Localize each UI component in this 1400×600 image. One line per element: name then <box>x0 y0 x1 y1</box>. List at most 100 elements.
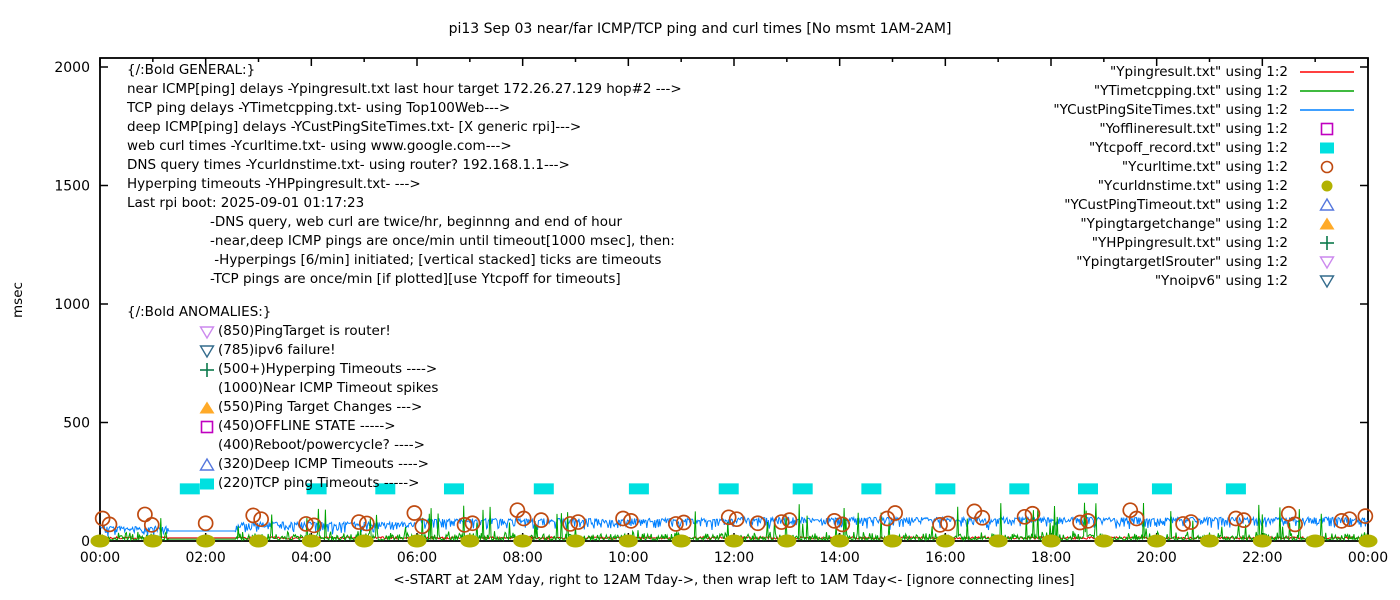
curl-time-point <box>562 516 579 532</box>
curl-time-point <box>1080 513 1096 529</box>
tcp-timeout-mark <box>935 483 956 495</box>
anomaly-text: (550)Ping Target Changes ---> <box>218 399 423 415</box>
curl-time-point <box>253 511 269 528</box>
tcp-timeout-mark <box>533 483 554 495</box>
curl-time-point <box>1016 508 1033 525</box>
dns-time-point <box>1305 534 1325 548</box>
dns-time-point <box>724 534 744 548</box>
triangle-up-filled-icon <box>199 401 215 413</box>
curl-time-point <box>1128 510 1145 527</box>
curl-time-point <box>879 510 896 527</box>
triangle-down-open-icon <box>1319 274 1335 288</box>
dns-time-point <box>1200 534 1219 548</box>
curl-time-point <box>414 518 431 535</box>
y-tick-label: 500 <box>63 416 90 432</box>
anomaly-text: (400)Reboot/powercycle? ----> <box>218 437 425 453</box>
tcp-timeout-mark <box>179 483 200 495</box>
x-tick-label: 08:00 <box>502 550 542 566</box>
dns-time-point <box>1147 534 1167 548</box>
x-tick-label: 02:00 <box>185 550 225 566</box>
curl-time-point <box>623 513 639 529</box>
x-tick-label: 20:00 <box>1136 550 1176 566</box>
tcp-timeout-mark <box>1077 483 1098 495</box>
plus-icon <box>1320 235 1334 250</box>
curl-time-point <box>615 510 631 527</box>
curl-time-point <box>781 512 798 528</box>
circle-open-icon <box>1320 160 1334 173</box>
dns-time-point <box>1358 534 1378 548</box>
curl-time-point <box>1175 516 1191 532</box>
general-line: Hyperping timeouts -YHPpingresult.txt- -… <box>127 176 421 192</box>
x-tick-label: 22:00 <box>1242 550 1282 566</box>
dns-time-point <box>566 534 585 548</box>
dns-time-point <box>935 534 955 548</box>
legend-entry: "Ycurltime.txt" using 1:2 <box>1053 157 1356 176</box>
tcp-timeout-mark <box>1225 483 1246 495</box>
legend-label: "Ytcpoff_record.txt" using 1:2 <box>1088 139 1288 156</box>
triangle-up-open-icon <box>199 457 215 471</box>
legend-label: "YTimetcpping.txt" using 1:2 <box>1093 82 1288 99</box>
x-tick-label: 12:00 <box>714 550 754 566</box>
curl-time-point <box>1357 508 1374 524</box>
legend-entry: "Ypingtargetchange" using 1:2 <box>1053 214 1356 233</box>
curl-time-point <box>749 515 766 532</box>
x-axis-label: <-START at 2AM Yday, right to 12AM Tday-… <box>393 572 1074 588</box>
curl-time-point <box>197 515 214 532</box>
curl-time-point <box>1333 513 1350 529</box>
anomaly-spacer <box>199 438 215 454</box>
tcp-timeout-mark <box>718 483 739 495</box>
chart-title: pi13 Sep 03 near/far ICMP/TCP ping and c… <box>449 21 952 37</box>
curl-time-point <box>306 517 322 534</box>
legend-label: "Yofflineresult.txt" using 1:2 <box>1099 120 1288 137</box>
triangle-up-filled-icon <box>1319 217 1335 229</box>
x-tick-label: 10:00 <box>608 550 648 566</box>
square-open-icon <box>1320 122 1334 135</box>
dns-time-point <box>354 534 374 548</box>
anomaly-row: (550)Ping Target Changes ---> <box>199 398 438 417</box>
anomaly-row: (785)ipv6 failure! <box>199 341 438 360</box>
tcp-timeout-mark <box>792 483 813 495</box>
triangle-up-open-icon <box>1319 197 1335 211</box>
curl-time-point <box>826 513 843 529</box>
square-filled-icon <box>1320 142 1334 153</box>
legend-label: "YCustPingTimeout.txt" using 1:2 <box>1064 196 1288 213</box>
legend-label: "YCustPingSiteTimes.txt" using 1:2 <box>1053 101 1288 118</box>
curl-time-point <box>351 514 367 530</box>
tcp-timeout-mark <box>375 483 396 495</box>
anomaly-row: (220)TCP ping Timeouts -----> <box>199 474 438 493</box>
curl-time-point <box>728 511 745 528</box>
dns-time-point <box>407 534 427 548</box>
curl-time-point <box>834 516 851 533</box>
x-tick-label: 16:00 <box>925 550 965 566</box>
series-line-YCustPingSiteTimes.txt <box>99 515 1369 537</box>
curl-time-point <box>1228 510 1244 527</box>
dns-time-point <box>883 534 902 548</box>
curl-time-point <box>773 514 790 530</box>
general-line: Last rpi boot: 2025-09-01 01:17:23 <box>127 195 365 211</box>
curl-time-point <box>464 515 481 532</box>
line-icon <box>1300 89 1354 92</box>
triangle-down-open-icon <box>199 344 215 358</box>
curl-time-point <box>668 516 684 532</box>
legend: "Ypingresult.txt" using 1:2 "YTimetcpping… <box>1053 62 1356 290</box>
anomaly-spacer <box>199 381 215 397</box>
legend-label: "YHPpingresult.txt" using 1:2 <box>1091 234 1288 251</box>
legend-label: "Ycurldnstime.txt" using 1:2 <box>1097 177 1288 194</box>
legend-entry: "Ynoipv6" using 1:2 <box>1053 271 1356 290</box>
anomaly-row: (500+)Hyperping Timeouts ----> <box>199 360 438 379</box>
legend-entry: "Ytcpoff_record.txt" using 1:2 <box>1053 138 1356 157</box>
legend-entry: "YCustPingTimeout.txt" using 1:2 <box>1053 195 1356 214</box>
legend-label: "YpingtargetISrouter" using 1:2 <box>1076 253 1288 270</box>
dns-time-point <box>988 534 1008 548</box>
dns-time-point <box>460 534 480 548</box>
dns-time-point <box>301 534 321 548</box>
dns-time-point <box>830 534 850 548</box>
curl-time-point <box>940 515 956 532</box>
curl-time-point <box>1072 514 1088 531</box>
line-icon <box>1300 108 1354 111</box>
curl-time-point <box>101 516 118 533</box>
curl-time-point <box>1341 511 1358 528</box>
triangle-down-open-icon <box>199 325 215 339</box>
dns-time-point <box>143 534 163 548</box>
